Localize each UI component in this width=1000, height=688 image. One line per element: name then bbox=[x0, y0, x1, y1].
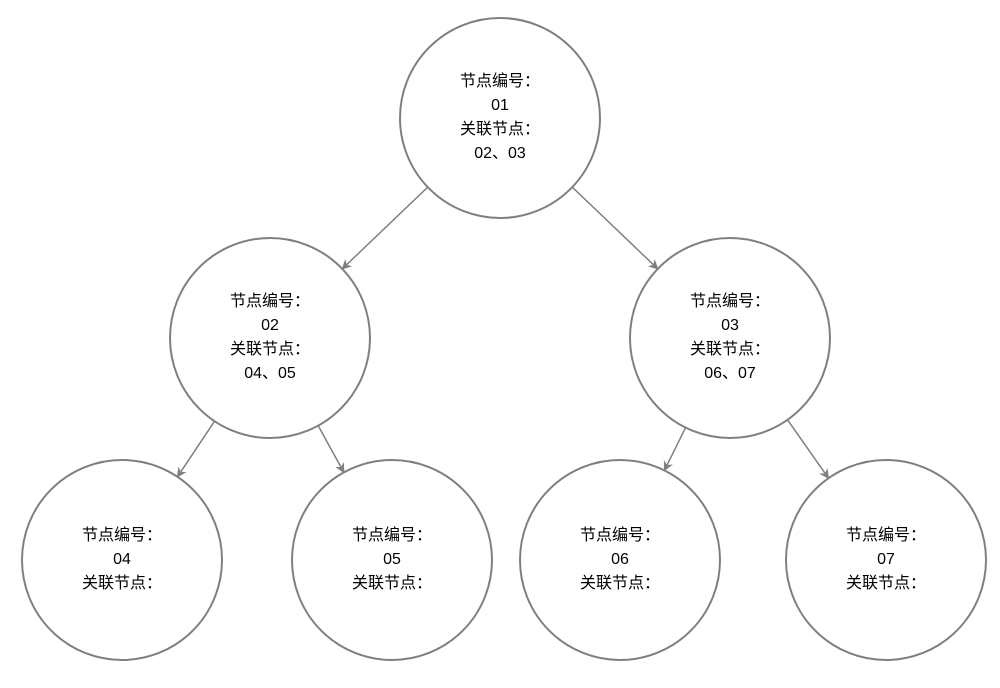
node-06-line-1: 06 bbox=[611, 551, 629, 568]
node-01-line-0: 节点编号： bbox=[460, 72, 540, 90]
node-01: 节点编号： 01 关联节点： 02、03 bbox=[400, 18, 600, 218]
node-05-line-2: 关联节点： bbox=[352, 574, 432, 592]
node-04-line-2: 关联节点： bbox=[82, 574, 162, 592]
node-02-line-0: 节点编号： bbox=[230, 292, 310, 310]
node-04-line-1: 04 bbox=[113, 551, 131, 568]
edge-01-02 bbox=[342, 187, 427, 269]
node-circle-02 bbox=[170, 238, 370, 438]
node-05-line-1: 05 bbox=[383, 551, 401, 568]
node-01-line-2: 关联节点： bbox=[460, 120, 540, 138]
node-03-line-3: 06、07 bbox=[704, 365, 756, 382]
node-03-line-1: 03 bbox=[721, 317, 739, 334]
node-01-line-3: 02、03 bbox=[474, 145, 526, 162]
node-05: 节点编号： 05 关联节点： bbox=[292, 460, 492, 660]
edge-02-05 bbox=[318, 426, 344, 473]
node-06-line-2: 关联节点： bbox=[580, 574, 660, 592]
node-02-line-3: 04、05 bbox=[244, 365, 296, 382]
edge-01-03 bbox=[572, 187, 657, 269]
node-07-line-1: 07 bbox=[877, 551, 895, 568]
node-02: 节点编号： 02 关联节点： 04、05 bbox=[170, 238, 370, 438]
edge-03-06 bbox=[664, 428, 685, 471]
node-04-line-0: 节点编号： bbox=[82, 526, 162, 544]
node-02-line-1: 02 bbox=[261, 317, 279, 334]
node-03-line-2: 关联节点： bbox=[690, 340, 770, 358]
node-05-line-0: 节点编号： bbox=[352, 526, 432, 544]
node-circle-01 bbox=[400, 18, 600, 218]
node-03-line-0: 节点编号： bbox=[690, 292, 770, 310]
edge-03-07 bbox=[787, 420, 828, 478]
node-01-line-1: 01 bbox=[491, 97, 509, 114]
nodes-group: 节点编号： 01 关联节点： 02、03 节点编号： 02 关联节点： 04、05 节点编号： 0… bbox=[22, 18, 986, 660]
node-02-line-2: 关联节点： bbox=[230, 340, 310, 358]
node-07: 节点编号： 07 关联节点： bbox=[786, 460, 986, 660]
node-06-line-0: 节点编号： bbox=[580, 526, 660, 544]
node-03: 节点编号： 03 关联节点： 06、07 bbox=[630, 238, 830, 438]
node-04: 节点编号： 04 关联节点： bbox=[22, 460, 222, 660]
node-07-line-2: 关联节点： bbox=[846, 574, 926, 592]
node-07-line-0: 节点编号： bbox=[846, 526, 926, 544]
node-circle-03 bbox=[630, 238, 830, 438]
tree-diagram: 节点编号： 01 关联节点： 02、03 节点编号： 02 关联节点： 04、05 节点编号： 0… bbox=[0, 0, 1000, 688]
node-06: 节点编号： 06 关联节点： bbox=[520, 460, 720, 660]
edge-02-04 bbox=[177, 421, 214, 477]
